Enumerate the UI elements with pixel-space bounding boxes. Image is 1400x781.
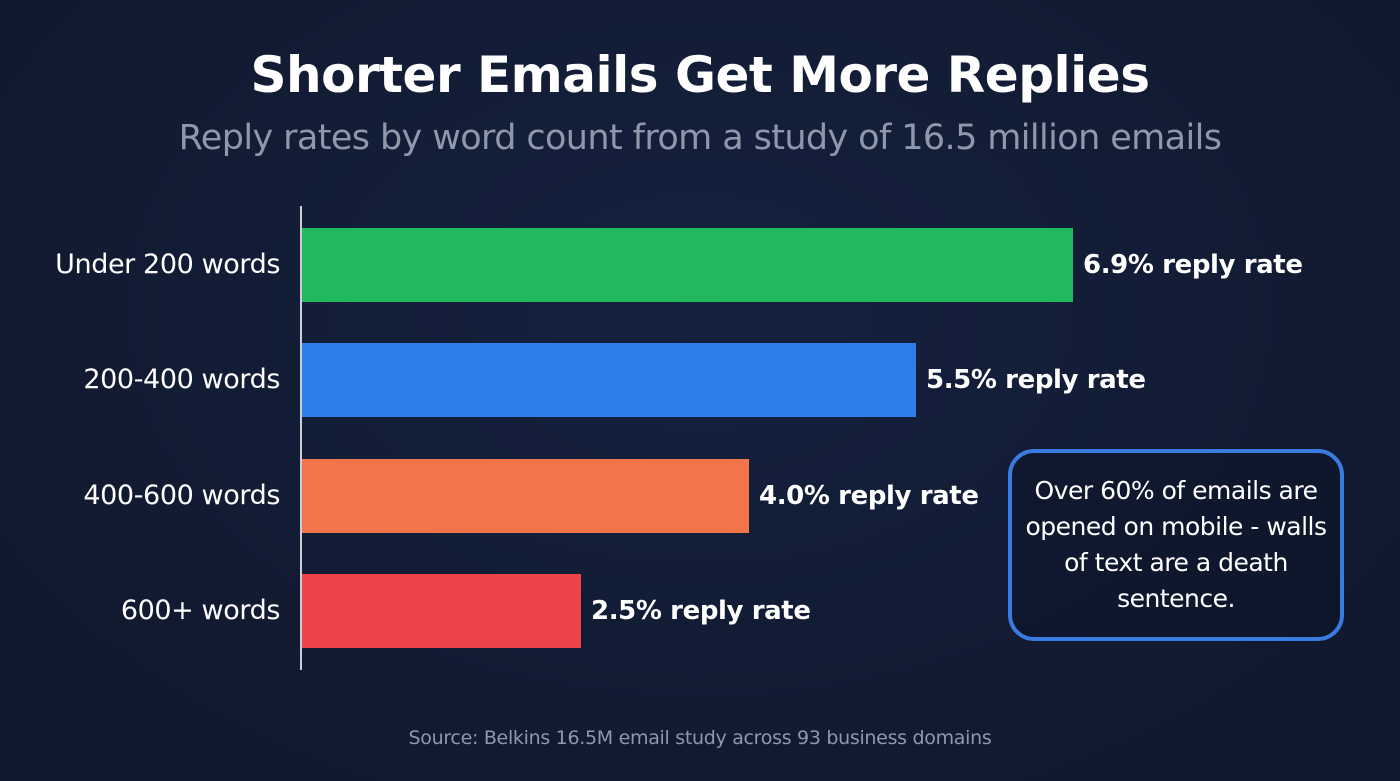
bar-row: Under 200 words 6.9% reply rate	[0, 228, 1303, 302]
bar-under-200	[302, 228, 1073, 302]
value-label: 2.5% reply rate	[591, 596, 811, 626]
category-label: Under 200 words	[55, 249, 280, 280]
bar-row: 600+ words 2.5% reply rate	[0, 574, 1000, 648]
bar-600-plus	[302, 574, 581, 648]
bar-400-600	[302, 459, 749, 533]
chart-subtitle: Reply rates by word count from a study o…	[178, 118, 1222, 158]
value-label: 5.5% reply rate	[926, 365, 1146, 395]
chart-title: Shorter Emails Get More Replies	[250, 46, 1150, 104]
bar-200-400	[302, 343, 916, 417]
callout-text: Over 60% of emails are opened on mobile …	[1025, 476, 1327, 613]
bar-row: 400-600 words 4.0% reply rate	[0, 459, 1000, 533]
mobile-callout-box: Over 60% of emails are opened on mobile …	[1008, 449, 1344, 641]
value-label: 6.9% reply rate	[1083, 250, 1303, 280]
category-label: 400-600 words	[83, 480, 280, 511]
bar-row: 200-400 words 5.5% reply rate	[0, 343, 1146, 417]
y-axis-line	[300, 206, 302, 670]
source-note: Source: Belkins 16.5M email study across…	[408, 727, 992, 749]
category-label: 200-400 words	[83, 364, 280, 395]
value-label: 4.0% reply rate	[759, 481, 979, 511]
category-label: 600+ words	[120, 595, 281, 626]
